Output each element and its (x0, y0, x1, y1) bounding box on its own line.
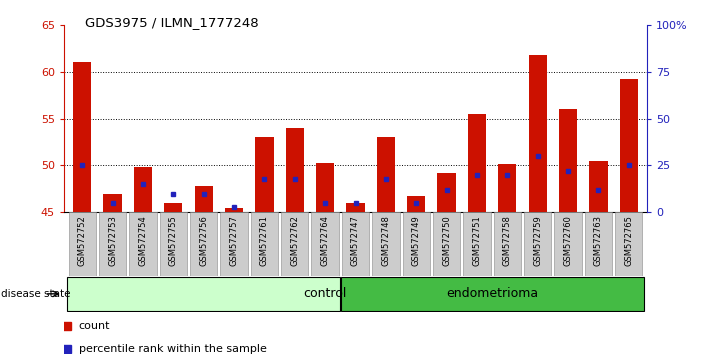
Bar (559, 109, 577, 212)
FancyBboxPatch shape (584, 212, 612, 276)
Text: GSM572750: GSM572750 (442, 215, 451, 266)
Bar (73, 62, 91, 212)
Text: GSM572758: GSM572758 (503, 215, 512, 266)
Bar (134, 167, 152, 212)
FancyBboxPatch shape (341, 277, 644, 311)
FancyBboxPatch shape (99, 212, 127, 276)
Text: GSM572749: GSM572749 (412, 215, 421, 266)
Text: GSM572765: GSM572765 (624, 215, 634, 266)
Text: GSM572752: GSM572752 (77, 215, 87, 266)
Bar (589, 161, 607, 212)
Bar (377, 137, 395, 212)
FancyBboxPatch shape (402, 212, 430, 276)
Text: endometrioma: endometrioma (446, 287, 538, 300)
FancyBboxPatch shape (220, 212, 247, 276)
FancyBboxPatch shape (464, 212, 491, 276)
FancyBboxPatch shape (433, 212, 460, 276)
Text: GSM572761: GSM572761 (260, 215, 269, 266)
FancyBboxPatch shape (493, 212, 521, 276)
Bar (498, 164, 516, 212)
Text: GSM572748: GSM572748 (381, 215, 390, 266)
FancyBboxPatch shape (524, 212, 551, 276)
FancyBboxPatch shape (555, 212, 582, 276)
FancyBboxPatch shape (311, 212, 339, 276)
Text: GSM572756: GSM572756 (199, 215, 208, 266)
Text: GSM572763: GSM572763 (594, 215, 603, 266)
Text: GSM572751: GSM572751 (473, 215, 481, 266)
Text: GSM572754: GSM572754 (139, 215, 147, 266)
FancyBboxPatch shape (615, 212, 643, 276)
Text: disease state: disease state (1, 289, 70, 299)
FancyBboxPatch shape (372, 212, 400, 276)
Bar (528, 55, 547, 212)
FancyBboxPatch shape (129, 212, 156, 276)
Bar (255, 137, 274, 212)
Text: GSM572747: GSM572747 (351, 215, 360, 266)
Text: count: count (78, 321, 110, 331)
Text: control: control (304, 287, 347, 300)
Text: GDS3975 / ILMN_1777248: GDS3975 / ILMN_1777248 (85, 16, 259, 29)
Text: GSM572757: GSM572757 (230, 215, 238, 266)
Text: percentile rank within the sample: percentile rank within the sample (78, 344, 267, 354)
Bar (195, 186, 213, 212)
FancyBboxPatch shape (342, 212, 369, 276)
FancyBboxPatch shape (67, 277, 340, 311)
Bar (407, 196, 425, 212)
FancyBboxPatch shape (190, 212, 218, 276)
Bar (164, 203, 183, 212)
Text: GSM572760: GSM572760 (564, 215, 572, 266)
FancyBboxPatch shape (68, 212, 96, 276)
Bar (346, 203, 365, 212)
Bar (437, 173, 456, 212)
Bar (286, 128, 304, 212)
Text: GSM572759: GSM572759 (533, 215, 542, 266)
FancyBboxPatch shape (251, 212, 278, 276)
Bar (104, 194, 122, 212)
Bar (620, 79, 638, 212)
Text: GSM572753: GSM572753 (108, 215, 117, 266)
FancyBboxPatch shape (281, 212, 309, 276)
Text: GSM572762: GSM572762 (290, 215, 299, 266)
FancyBboxPatch shape (160, 212, 187, 276)
Bar (225, 208, 243, 212)
Text: GSM572764: GSM572764 (321, 215, 330, 266)
Bar (316, 163, 334, 212)
Text: GSM572755: GSM572755 (169, 215, 178, 266)
Bar (468, 114, 486, 212)
